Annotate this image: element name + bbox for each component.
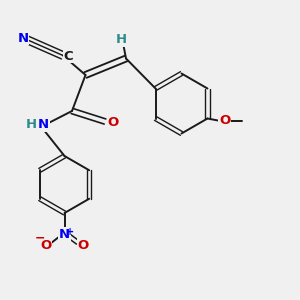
Text: N: N: [38, 118, 49, 131]
Text: O: O: [40, 239, 52, 252]
Text: O: O: [219, 114, 230, 128]
Text: +: +: [66, 226, 74, 237]
Text: N: N: [59, 227, 70, 241]
Text: N: N: [17, 32, 29, 45]
Text: C: C: [64, 50, 73, 63]
Text: O: O: [108, 116, 119, 129]
Text: H: H: [116, 33, 127, 46]
Text: O: O: [77, 239, 89, 252]
Text: −: −: [35, 231, 45, 244]
Text: H: H: [26, 118, 37, 131]
